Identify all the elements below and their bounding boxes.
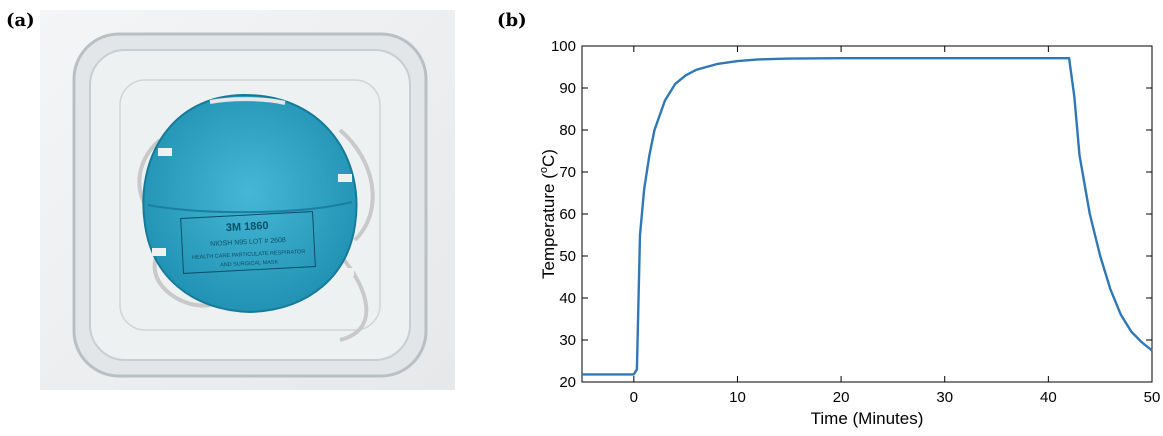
- mask-print-line-4: AND SURGICAL MASK: [220, 259, 279, 268]
- x-tick-label: 10: [729, 389, 746, 406]
- y-axis-label-end: C): [540, 149, 558, 167]
- y-tick-label: 90: [559, 80, 576, 97]
- container-floor: [119, 79, 381, 331]
- y-tick-label: 70: [559, 164, 576, 181]
- x-tick-label: 0: [630, 389, 638, 406]
- mask-print-line-2: NIOSH N95 LOT # 2608: [210, 237, 286, 248]
- mask-seam: [147, 201, 353, 214]
- y-axis-label: Temperature (oC): [540, 149, 558, 279]
- y-tick-label: 40: [559, 290, 576, 307]
- mask-photo: 3M 1860 NIOSH N95 LOT # 2608 HEALTH CARE…: [40, 10, 455, 390]
- x-tick-label: 30: [936, 389, 953, 406]
- strap-clip-4: [340, 268, 354, 276]
- respirator-mask: [142, 93, 358, 314]
- y-tick-label: 50: [559, 248, 576, 265]
- y-axis-label-main: Temperature (: [540, 173, 558, 279]
- strap-clip-3: [152, 248, 166, 256]
- y-tick-label: 60: [559, 206, 576, 223]
- mask-print-line-1: 3M 1860: [226, 220, 269, 234]
- x-tick-label: 20: [833, 389, 850, 406]
- x-tick-label: 40: [1040, 389, 1057, 406]
- nose-clip: [209, 97, 286, 105]
- x-axis-label: Time (Minutes): [811, 409, 924, 428]
- x-tick-label: 50: [1144, 389, 1160, 406]
- strap-clip-2: [338, 174, 352, 182]
- y-axis-label-sup: o: [540, 167, 550, 173]
- mask-print-box: [180, 211, 316, 274]
- y-tick-label: 80: [559, 122, 576, 139]
- tick-marks: 0 10 20 30 40 50 20 30 40 50 60 70 80 90 100: [551, 38, 1160, 406]
- y-tick-label: 100: [551, 38, 576, 55]
- panel-label-a: (a): [6, 10, 35, 31]
- series-line-temperature: [582, 57, 1153, 376]
- strap-clip-1: [158, 148, 172, 156]
- strap-right-lower: [338, 253, 369, 342]
- series-layer: [582, 57, 1153, 376]
- mask-print-line-3: HEALTH CARE PARTICULATE RESPIRATOR: [192, 249, 306, 261]
- temperature-chart: 0 10 20 30 40 50 20 30 40 50 60 70 80 90 100 Time (Min…: [540, 38, 1160, 428]
- y-tick-label: 30: [559, 332, 576, 349]
- strap-right-upper: [338, 128, 375, 242]
- panel-label-b: (b): [497, 10, 527, 31]
- y-tick-label: 20: [559, 374, 576, 391]
